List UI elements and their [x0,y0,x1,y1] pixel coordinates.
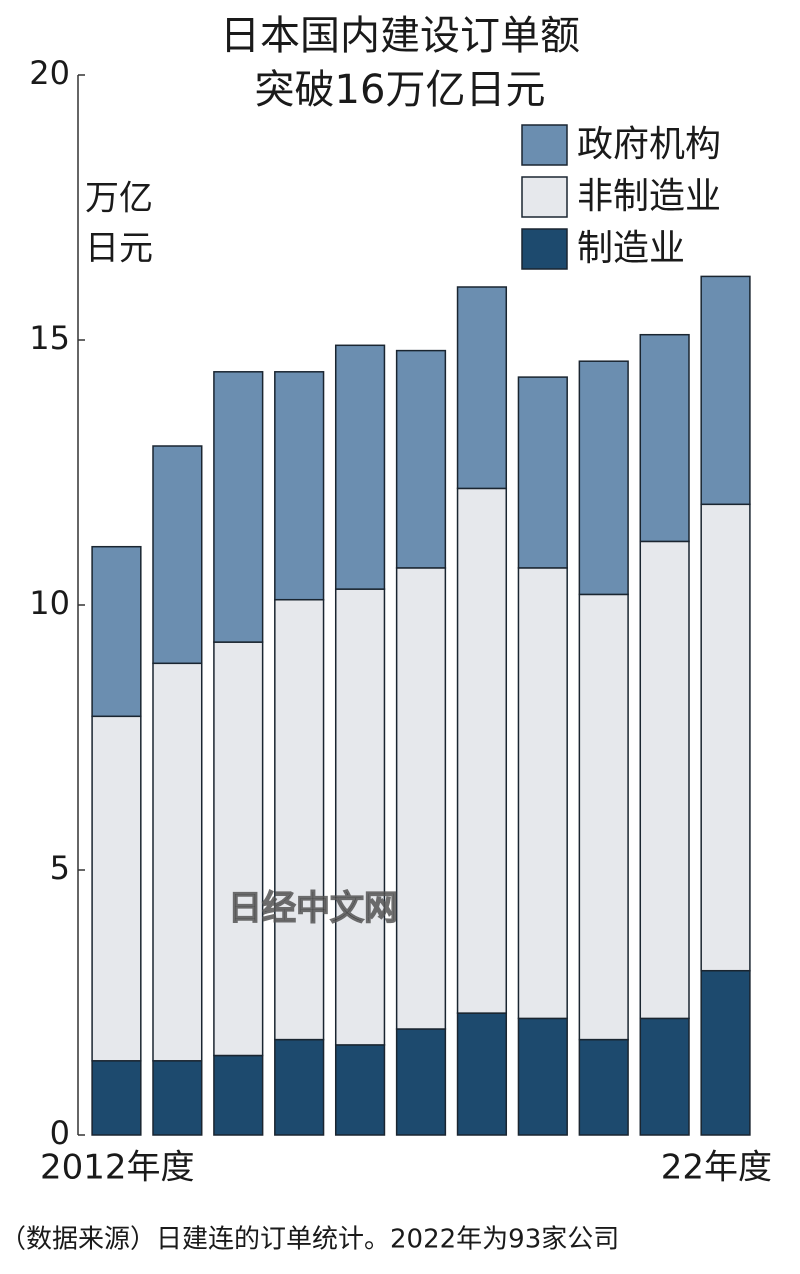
y-tick-label: 15 [29,319,70,357]
bar-segment [456,1012,508,1136]
bar-segment [213,1054,264,1136]
bar-segment [91,715,142,1062]
legend-swatch [521,176,568,218]
bar-segment [578,593,629,1041]
bar-segment [152,662,203,1062]
legend-label: 政府机构 [577,124,721,165]
legend-label: 制造业 [577,228,685,269]
bar-segment [395,1028,447,1136]
bar-segment [639,333,690,543]
bar-segment [578,360,629,596]
bar-segment [152,1060,203,1136]
y-axis-label: 万亿 [85,179,153,219]
bar-segment [91,545,142,718]
source-note: （数据来源）日建连的订单统计。2022年为93家公司 [0,1225,619,1255]
bar-segment [334,588,386,1046]
x-tick-label: 22年度 [661,1148,772,1188]
legend-label: 非制造业 [577,176,721,217]
watermark: 日经中文网 [228,889,398,929]
bar-segment [334,1044,386,1136]
bar-segment [639,1017,690,1136]
legend-swatch [521,124,568,166]
x-tick-label: 2012年度 [40,1148,195,1188]
bar-segment [517,376,568,569]
bar-segment [334,344,386,590]
bar-segment [456,286,508,490]
bar-segment [578,1038,629,1136]
chart-title: 日本国内建设订单额 [220,13,580,59]
y-axis-label: 日元 [85,229,153,269]
bar-segment [639,540,690,1020]
y-tick-label: 20 [29,54,70,92]
bar-segment [517,567,568,1020]
bar-segment [274,1038,325,1136]
bar-segment [274,371,325,601]
y-tick-label: 5 [50,849,70,887]
y-tick-label: 0 [50,1114,70,1152]
bar-segment [517,1017,568,1136]
y-tick-label: 10 [29,584,70,622]
bar-segment [213,641,264,1057]
chart-title: 突破16万亿日元 [255,67,546,113]
legend-swatch [521,228,568,270]
bar-segment [152,445,203,665]
bar-segment [700,503,751,972]
bar-segment [700,969,751,1136]
bar-segment [456,487,508,1014]
bar-segment [700,275,751,506]
bar-segment [91,1060,142,1136]
bar-segment [274,598,325,1041]
bar-segment [395,567,447,1030]
bar-segment [395,349,447,569]
bar-segment [213,371,264,643]
